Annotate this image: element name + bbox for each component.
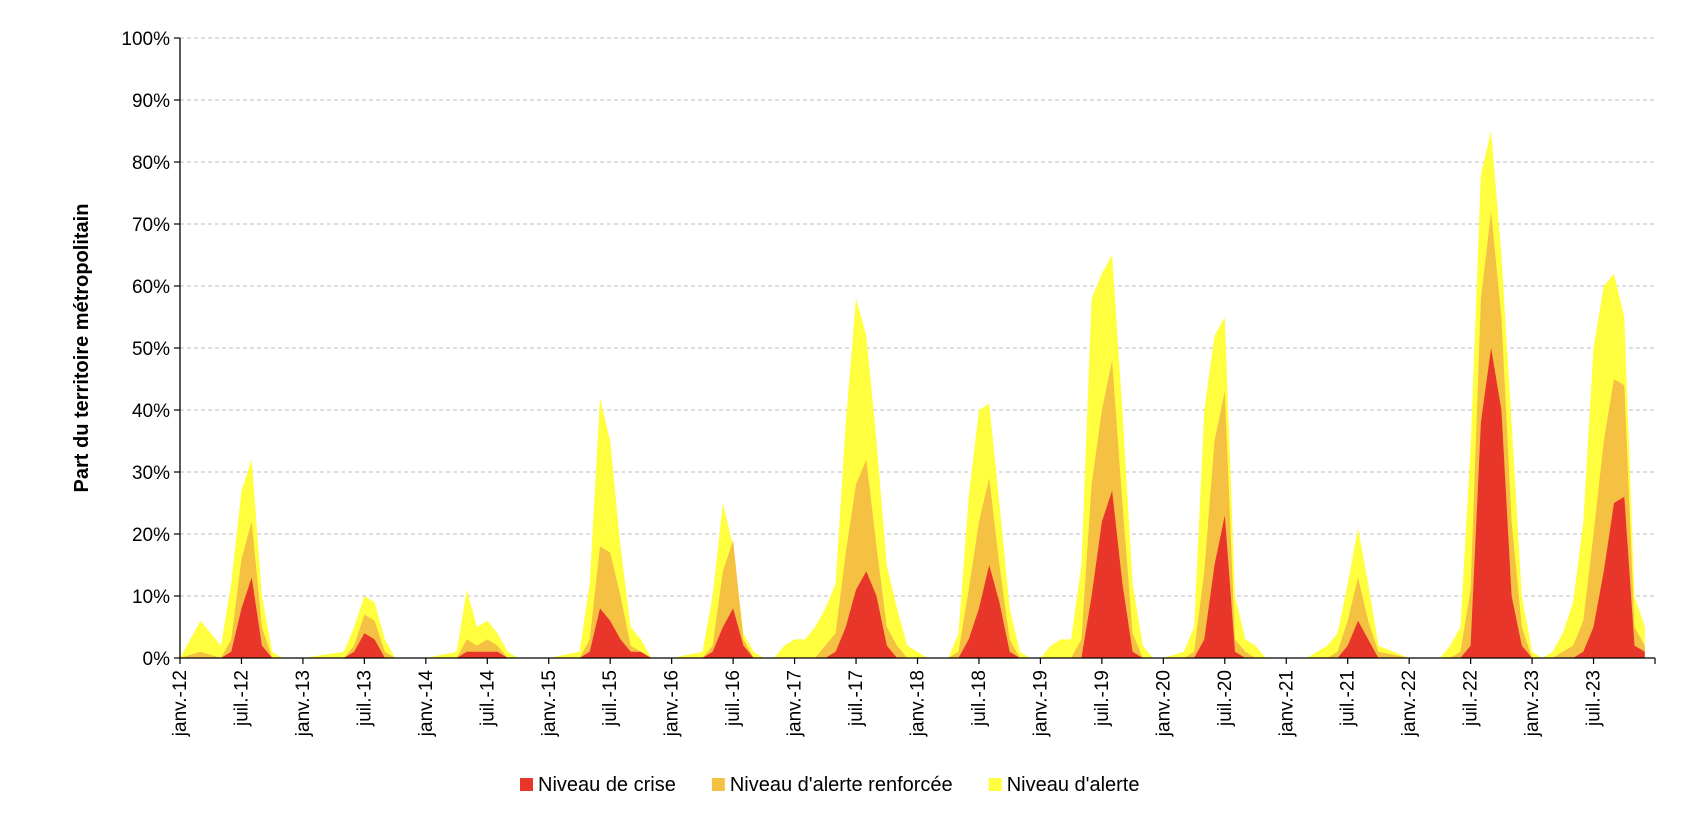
x-tick-label: juil.-17: [846, 670, 867, 727]
x-tick-label: janv.-15: [539, 670, 560, 737]
y-tick-label: 0%: [143, 649, 171, 670]
y-tick-label: 10%: [132, 587, 170, 608]
plot-areas: [180, 131, 1645, 658]
x-tick-label: janv.-16: [662, 670, 683, 737]
x-tick-label: juil.-22: [1461, 670, 1482, 727]
x-tick-label: janv.-23: [1522, 670, 1543, 737]
axes: [180, 38, 1655, 664]
x-tick-label: juil.-16: [723, 670, 744, 727]
y-tick-label: 20%: [132, 525, 170, 546]
x-tick-label: juil.-12: [232, 670, 253, 727]
area-series-2: [180, 348, 1645, 658]
x-tick-label: juil.-14: [477, 670, 498, 727]
x-tick-label: juil.-13: [354, 670, 375, 727]
y-tick-label: 90%: [132, 91, 170, 112]
legend: Niveau de crise Niveau d'alerte renforcée…: [520, 774, 1139, 796]
x-tick-label: janv.-18: [908, 670, 929, 737]
x-tick-label: janv.-22: [1399, 670, 1420, 737]
y-tick-label: 30%: [132, 463, 170, 484]
y-axis-title: Part du territoire métropolitain: [71, 204, 93, 493]
x-tick-label: juil.-20: [1215, 670, 1236, 727]
y-tick-label: 80%: [132, 153, 170, 174]
area-series-1: [180, 212, 1645, 658]
y-tick-label: 50%: [132, 339, 170, 360]
legend-label: Niveau d'alerte: [1007, 774, 1140, 796]
x-tick-label: juil.-21: [1338, 670, 1359, 727]
y-tick-label: 70%: [132, 215, 170, 236]
x-tick-label: juil.-15: [600, 670, 621, 727]
x-tick-label: janv.-13: [293, 670, 314, 737]
x-tick-label: janv.-14: [416, 670, 437, 738]
y-tick-label: 60%: [132, 277, 170, 298]
legend-swatch: [520, 778, 533, 791]
x-tick-labels: janv.-12 juil.-12 janv.-13 juil.-13 janv.-14…: [170, 670, 1605, 738]
y-tick-labels: 0% 10% 20% 30% 40% 50% 60% 70% 80% 90% 100%: [121, 29, 170, 670]
y-tick-label: 100%: [121, 29, 170, 50]
x-tick-label: juil.-18: [969, 670, 990, 727]
gridlines: [174, 38, 1655, 658]
x-tick-label: janv.-17: [785, 670, 806, 737]
x-tick-label: juil.-19: [1092, 670, 1113, 727]
legend-swatch: [989, 778, 1002, 791]
x-tick-label: janv.-21: [1276, 670, 1297, 737]
x-tick-label: janv.-19: [1030, 670, 1051, 737]
area-series-0: [180, 131, 1645, 658]
x-tick-label: janv.-20: [1153, 670, 1174, 737]
x-tick-label: janv.-12: [170, 670, 191, 737]
legend-swatch: [712, 778, 725, 791]
x-tick-label: juil.-23: [1584, 670, 1605, 727]
legend-label: Niveau d'alerte renforcée: [730, 774, 953, 796]
legend-label: Niveau de crise: [538, 774, 676, 796]
y-tick-label: 40%: [132, 401, 170, 422]
